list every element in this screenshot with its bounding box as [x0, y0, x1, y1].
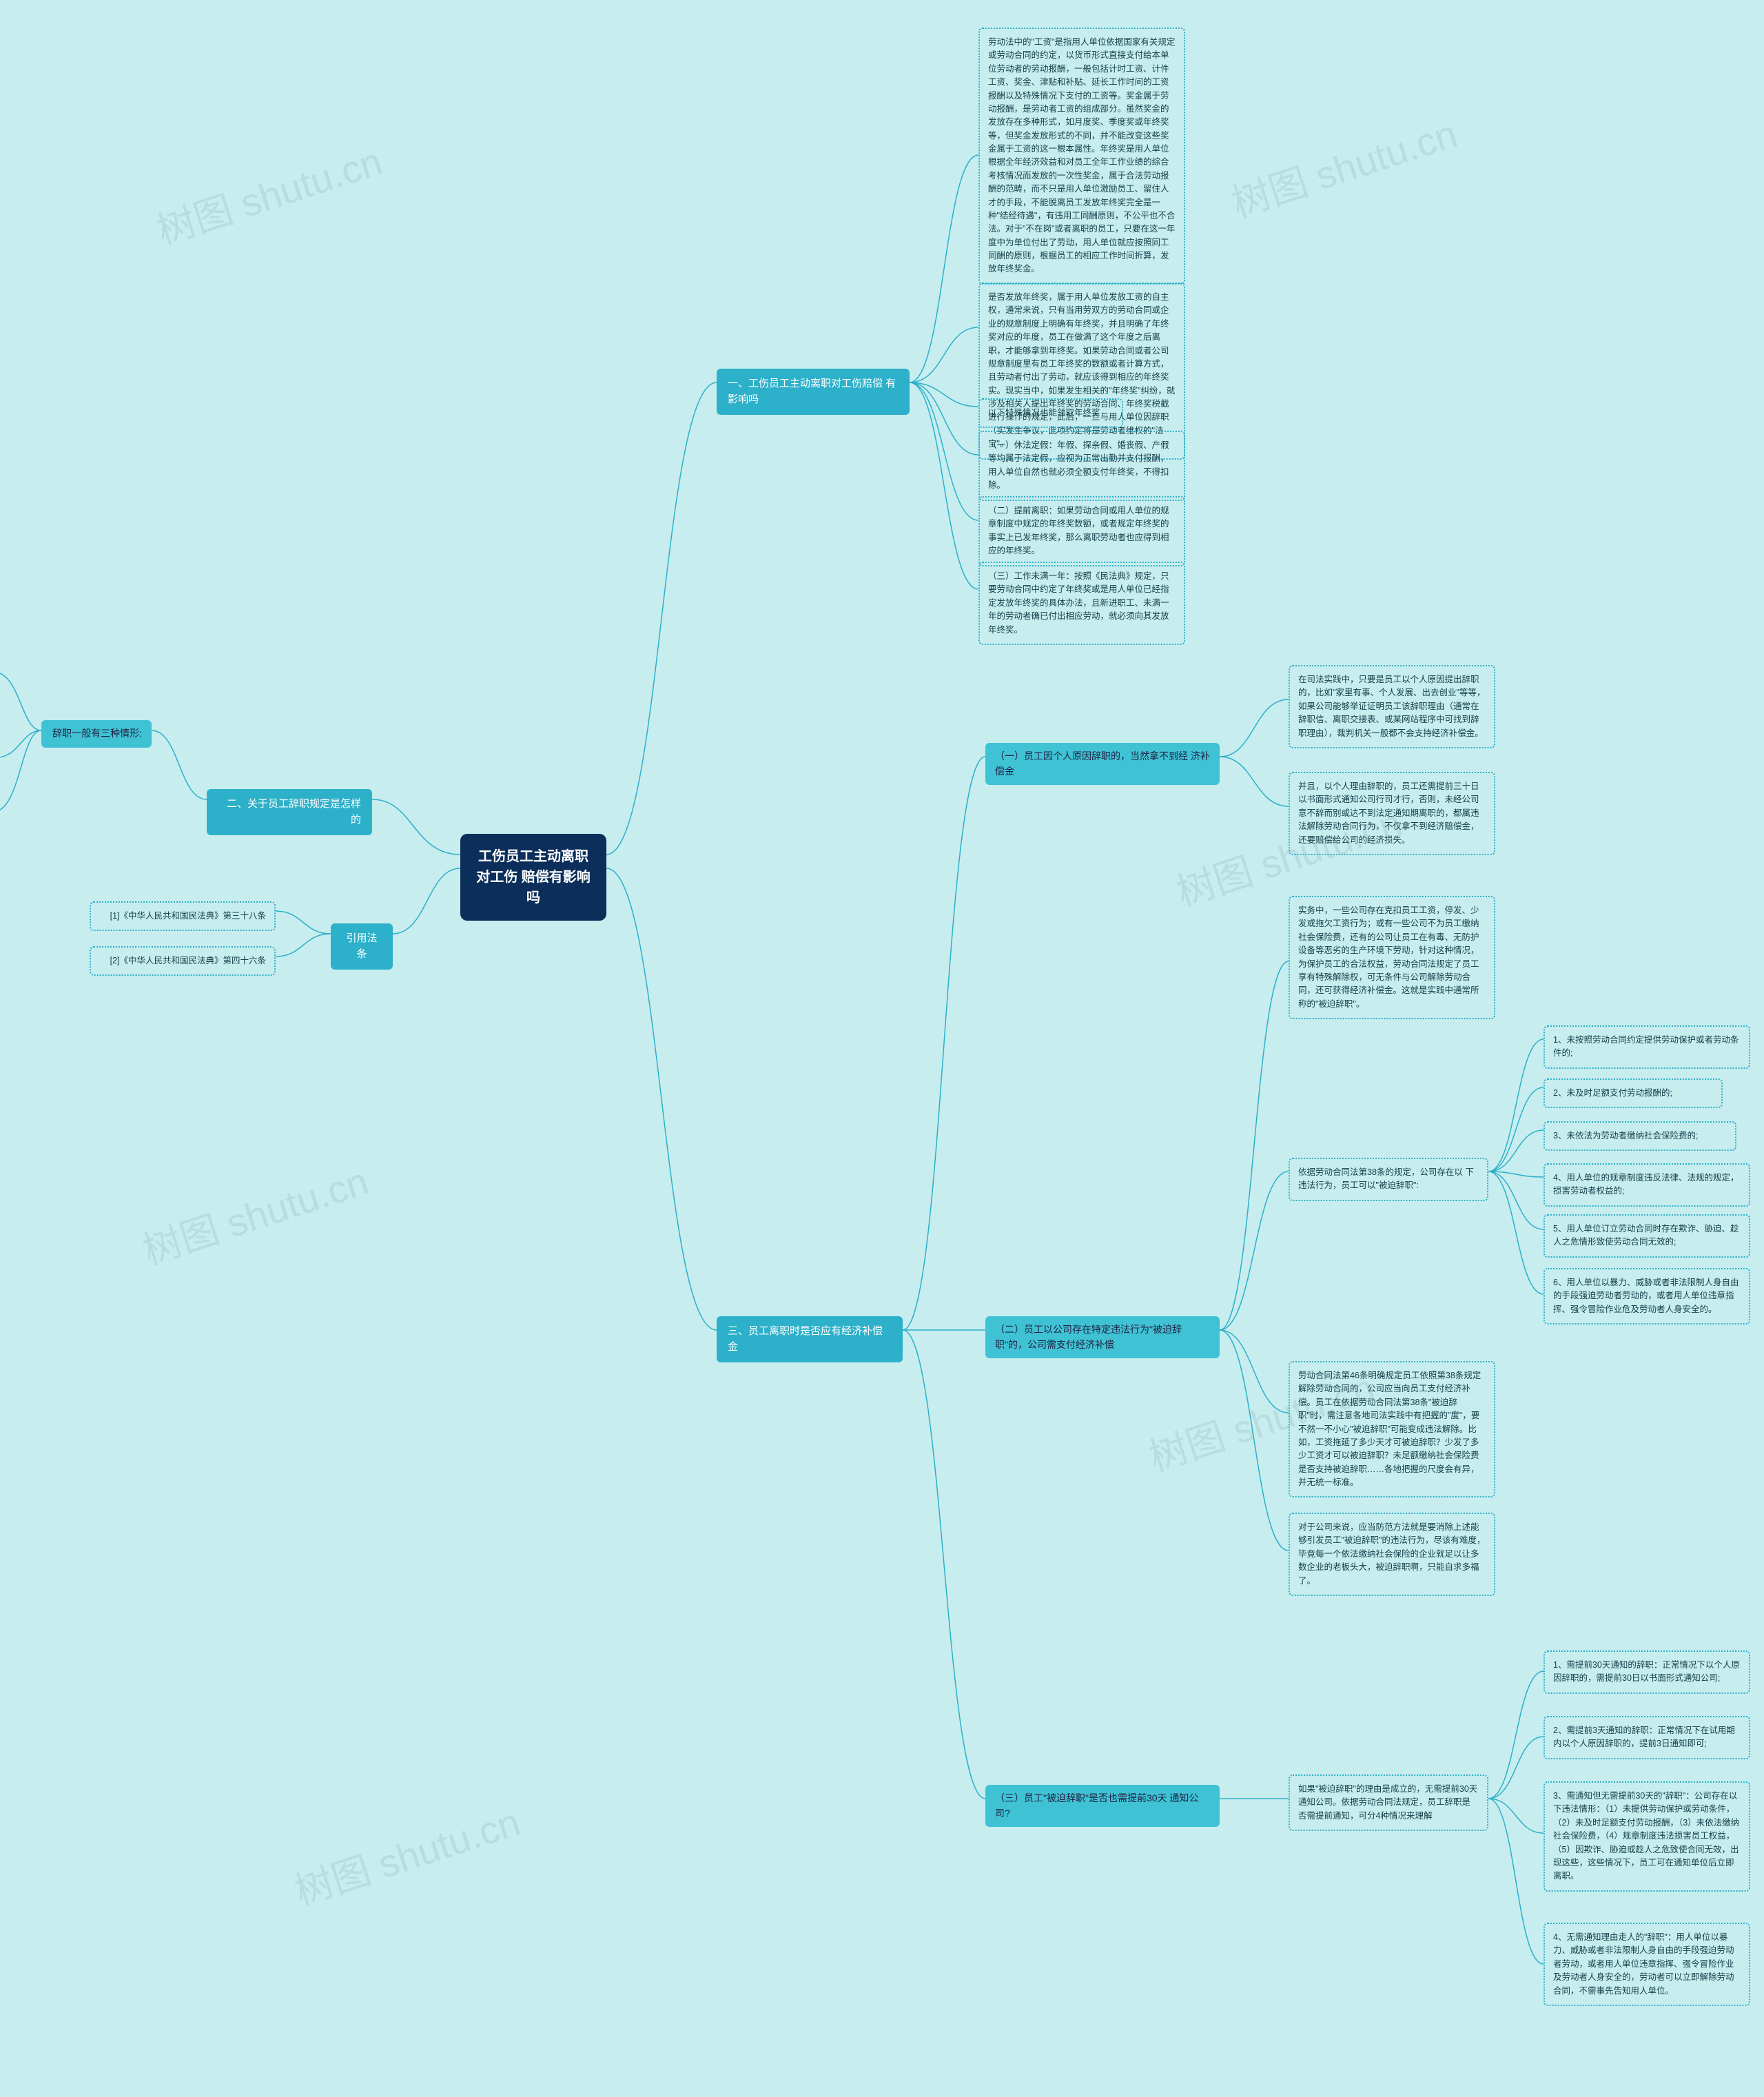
ref-leaf-0: [1]《中华人民共和国民法典》第三十八条 [90, 901, 276, 931]
branch-3-sub3: （三）员工"被迫辞职"是否也需提前30天 通知公司? [985, 1785, 1220, 1827]
sub2-note-0: 劳动合同法第46条明确规定员工依照第38条规定解除劳动合同的，公司应当向员工支付… [1289, 1361, 1495, 1497]
branch-3-sub1: （一）员工因个人原因辞职的，当然拿不到经 济补偿金 [985, 743, 1220, 785]
sub2-item-2: 3、未依法为劳动者缴纳社会保险费的; [1544, 1121, 1736, 1151]
watermark: 树图 shutu.cn [287, 1792, 526, 1917]
branch-1-leaf-3: （一）休法定假：年假、探亲假、婚丧假、产假等均属于法定假，应视为正常出勤并支付报… [978, 431, 1185, 501]
sub2-sub1: 依据劳动合同法第38条的规定，公司存在以 下违法行为，员工可以"被迫辞职": [1289, 1158, 1488, 1201]
watermark: 树图 shutu.cn [135, 1151, 375, 1276]
branch-2: 二、关于员工辞职规定是怎样的 [207, 789, 372, 835]
sub2-note-1: 对于公司来说，应当防范方法就是要消除上述能够引发员工"被迫辞职"的违法行为，尽该… [1289, 1513, 1495, 1596]
sub2-item-4: 5、用人单位订立劳动合同时存在欺诈、胁迫、趁人之危情形致使劳动合同无效的; [1544, 1214, 1750, 1258]
watermark: 树图 shutu.cn [1224, 103, 1464, 229]
sub2-item-0: 1、未按照劳动合同约定提供劳动保护或者劳动条件的; [1544, 1025, 1750, 1069]
sub3-item-0: 1、需提前30天通知的辞职：正常情况下以个人原因辞职的，需提前30日以书面形式通… [1544, 1650, 1750, 1694]
branch-1-leaf-4: （二）提前离职：如果劳动合同或用人单位的规章制度中规定的年终奖数额，或者规定年终… [978, 496, 1185, 566]
branch-3: 三、员工离职时是否应有经济补偿 金 [717, 1316, 903, 1362]
sub3-item-1: 2、需提前3天通知的辞职：正常情况下在试用期内以个人原因辞职的，提前3日通知即可… [1544, 1716, 1750, 1759]
sub3-item-2: 3、需通知但无需提前30天的"辞职"：公司存在以下违法情形：（1）未提供劳动保护… [1544, 1781, 1750, 1892]
sub2-intro: 实务中，一些公司存在克扣员工工资，停发、少发或拖欠工资行为；或有一些公司不为员工… [1289, 896, 1495, 1019]
sub1-leaf-0: 在司法实践中，只要是员工以个人原因提出辞职的，比如"家里有事、个人发展、出去创业… [1289, 665, 1495, 748]
root-node: 工伤员工主动离职对工伤 赔偿有影响吗 [460, 834, 606, 921]
branch-1-leaf-0: 劳动法中的"工资"是指用人单位依据国家有关规定或劳动合同的约定，以货币形式直接支… [978, 28, 1185, 285]
branch-1-leaf-2: 以下特殊情况也能领取年终奖 [978, 398, 1123, 428]
branch-1: 一、工伤员工主动离职对工伤赔偿 有影响吗 [717, 369, 910, 415]
sub3-item-3: 4、无需通知理由走人的"辞职"：用人单位以暴力、威胁或者非法限制人身自由的手段强… [1544, 1923, 1750, 2006]
sub2-item-1: 2、未及时足额支付劳动报酬的; [1544, 1078, 1723, 1108]
watermark: 树图 shutu.cn [149, 131, 389, 256]
sub2-item-3: 4、用人单位的规章制度违反法律、法规的规定，损害劳动者权益的; [1544, 1163, 1750, 1207]
ref-leaf-1: [2]《中华人民共和国民法典》第四十六条 [90, 946, 276, 976]
sub1-leaf-1: 并且，以个人理由辞职的，员工还需提前三十日以书面形式通知公司行司才行，否则，未经… [1289, 772, 1495, 855]
branch-3-sub2: （二）员工以公司存在特定违法行为"被迫辞 职"的，公司需支付经济补偿 [985, 1316, 1220, 1358]
sub2-item-5: 6、用人单位以暴力、威胁或者非法限制人身自由的手段强迫劳动者劳动的，或者用人单位… [1544, 1268, 1750, 1324]
branch-2-heading: 辞职一般有三种情形: [41, 720, 152, 748]
connector-layer [0, 0, 1764, 2097]
sub3-intro: 如果"被迫辞职"的理由是成立的，无需提前30天通知公司。依据劳动合同法规定，员工… [1289, 1774, 1488, 1831]
branch-ref: 引用法条 [331, 923, 393, 970]
branch-1-leaf-5: （三）工作未满一年：按照《民法典》规定，只要劳动合同中约定了年终奖或是用人单位已… [978, 562, 1185, 645]
